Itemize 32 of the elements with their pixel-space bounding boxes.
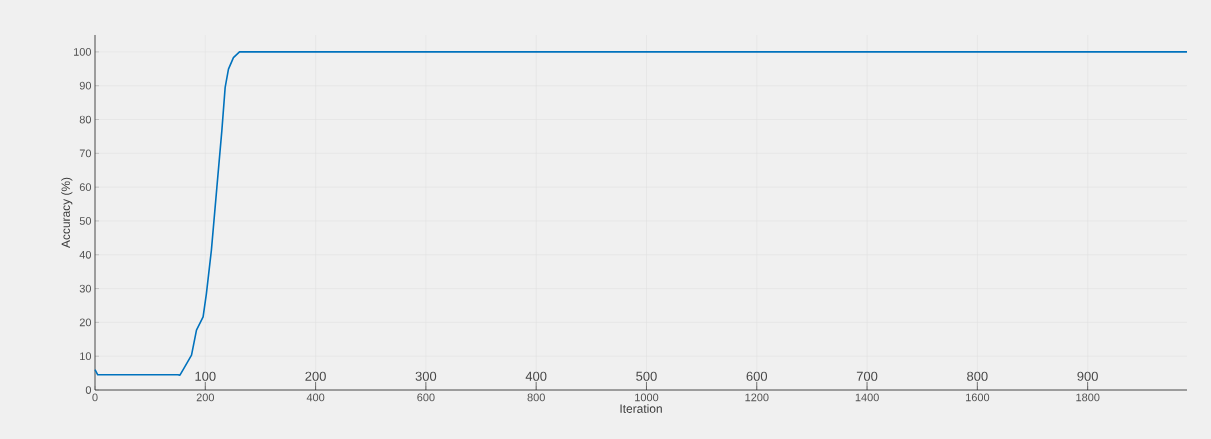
x-tick-label: 1000 — [635, 393, 659, 402]
x-axis-title: Iteration — [620, 404, 662, 413]
x2-tick-label: 300 — [415, 371, 437, 381]
x2-tick-label: 600 — [746, 371, 768, 381]
x2-tick-label: 200 — [305, 371, 326, 381]
y-tick-label: 80 — [79, 115, 92, 124]
y-tick-label: 20 — [79, 318, 92, 327]
y-tick-label: 50 — [79, 217, 92, 225]
x2-tick-label: 500 — [636, 371, 657, 381]
y-tick-label: 100 — [74, 48, 92, 56]
y-tick-label: 40 — [79, 250, 92, 259]
x2-tick-label: 900 — [1077, 371, 1098, 381]
y-tick-label: 10 — [80, 352, 92, 361]
y-tick-label: 60 — [79, 183, 92, 192]
x-tick-label: 200 — [196, 393, 214, 402]
x-tick-label: 1600 — [966, 393, 990, 402]
x-tick-label: 1400 — [855, 393, 879, 402]
y-axis-title: Accuracy (%) — [61, 177, 73, 249]
x-tick-label: 0 — [92, 393, 98, 402]
x-tick-label: 400 — [306, 393, 325, 402]
x-tick-label: 800 — [527, 393, 545, 402]
y-tick-label: 0 — [85, 386, 92, 394]
x-tick-label: 1800 — [1076, 393, 1100, 402]
x-tick-label: 1200 — [745, 393, 769, 402]
x2-tick-label: 100 — [195, 371, 216, 381]
x-tick-label: 600 — [417, 393, 435, 402]
x2-tick-label: 400 — [525, 371, 547, 381]
x2-tick-label: 800 — [967, 371, 988, 381]
y-tick-label: 90 — [79, 81, 92, 90]
y-tick-label: 70 — [79, 149, 92, 158]
x2-tick-label: 700 — [856, 371, 878, 381]
y-tick-label: 30 — [79, 284, 92, 293]
